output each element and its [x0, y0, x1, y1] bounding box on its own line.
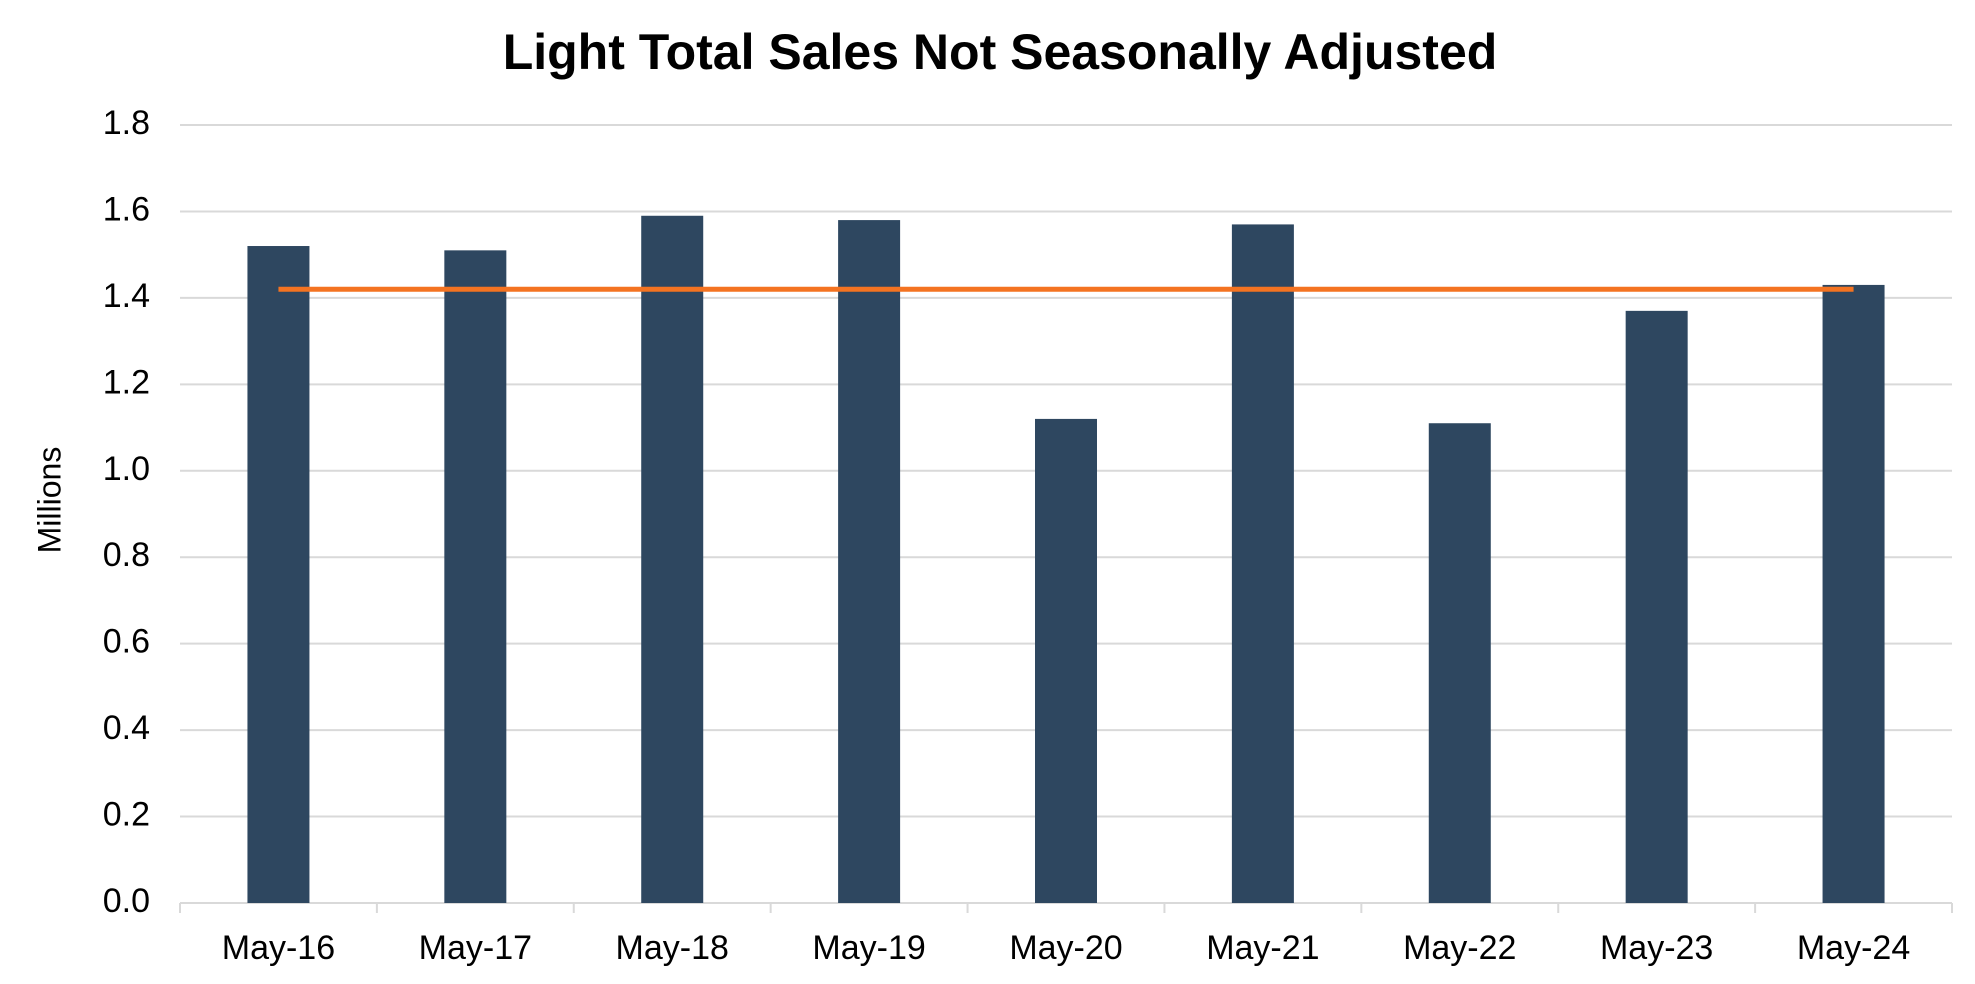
y-tick-label: 0.8	[103, 536, 150, 574]
x-tick-label: May-16	[222, 929, 335, 967]
bar	[1231, 224, 1294, 903]
y-tick-label: 0.4	[103, 709, 150, 747]
bar	[1428, 423, 1491, 903]
x-tick-label: May-18	[616, 929, 729, 967]
y-tick-label: 1.4	[103, 277, 150, 315]
y-tick-label: 0.0	[103, 882, 150, 920]
y-tick-label: 1.0	[103, 450, 150, 488]
x-tick-label: May-21	[1206, 929, 1319, 967]
y-tick-label: 0.2	[103, 796, 150, 834]
bar	[444, 250, 507, 903]
x-tick-label: May-19	[812, 929, 925, 967]
chart-title: Light Total Sales Not Seasonally Adjuste…	[503, 24, 1498, 80]
bar	[1625, 310, 1688, 903]
bar	[1822, 284, 1885, 903]
y-tick-label: 1.6	[103, 190, 150, 228]
bar	[1035, 418, 1097, 903]
x-tick-label: May-17	[419, 929, 532, 967]
y-tick-label: 1.8	[103, 104, 150, 142]
bar	[838, 220, 901, 904]
y-tick-label: 1.2	[103, 363, 150, 401]
bar	[641, 215, 704, 903]
x-tick-label: May-22	[1403, 929, 1516, 967]
y-tick-label: 0.6	[103, 623, 150, 661]
x-tick-label: May-20	[1009, 929, 1122, 967]
x-tick-label: May-24	[1797, 929, 1910, 967]
bar	[247, 246, 310, 903]
y-axis-label: Millions	[31, 447, 67, 554]
x-tick-label: May-23	[1600, 929, 1713, 967]
